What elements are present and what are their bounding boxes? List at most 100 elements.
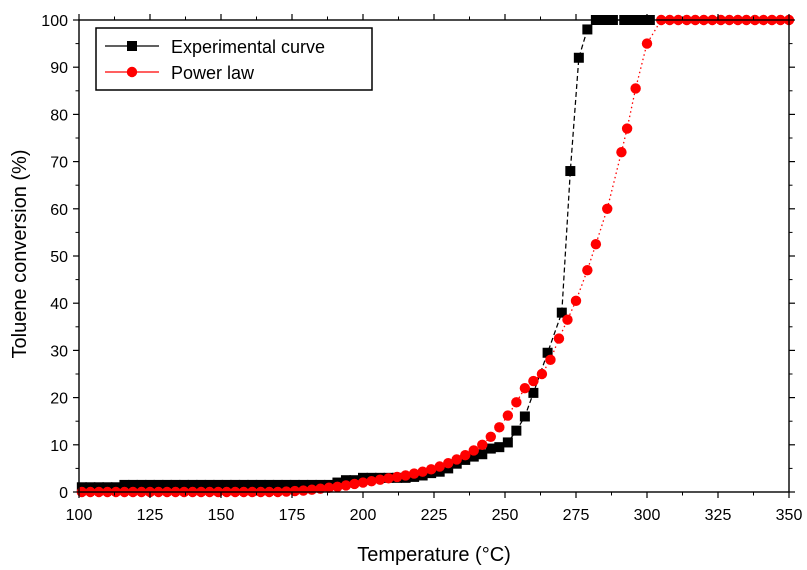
y-tick-label: 30: [50, 343, 68, 360]
power-law-point: [425, 464, 437, 475]
x-tick-label: 175: [279, 507, 306, 524]
power-law-point: [570, 295, 582, 307]
power-law-point: [391, 471, 403, 483]
power-law-point: [468, 445, 479, 456]
experimental-point: [582, 24, 593, 35]
legend-box: [95, 27, 373, 91]
experimental-point: [136, 479, 147, 490]
experimental-point: [119, 479, 130, 490]
power-law-point: [451, 454, 462, 465]
power-law-point: [621, 123, 633, 134]
experimental-point: [468, 451, 479, 462]
y-tick-label: 70: [50, 155, 68, 172]
power-law-point: [511, 397, 522, 408]
power-law-point: [602, 203, 613, 214]
power-law-point: [616, 146, 627, 158]
experimental-point: [204, 479, 215, 490]
y-tick-label: 80: [50, 107, 68, 124]
legend-marker-experimental: [127, 41, 137, 51]
experimental-point: [179, 479, 190, 490]
experimental-point: [145, 479, 155, 490]
x-tick-label: 200: [350, 507, 377, 524]
experimental-point: [289, 479, 300, 490]
y-tick-label: 60: [50, 202, 68, 219]
legend-label-experimental: Experimental curve: [171, 37, 325, 57]
x-tick-label: 150: [208, 507, 235, 524]
power-law-point: [485, 431, 496, 442]
power-law-point: [630, 83, 641, 94]
experimental-point: [477, 449, 488, 460]
x-tick-label: 325: [705, 507, 732, 524]
y-tick-label: 50: [50, 249, 68, 266]
power-law-point: [562, 314, 573, 325]
x-tick-label: 275: [563, 507, 590, 524]
legend: Experimental curve Power law: [95, 27, 373, 91]
power-law-point: [357, 477, 369, 488]
power-law-point: [434, 461, 445, 472]
power-law-point: [528, 375, 539, 387]
power-law-point: [332, 481, 343, 493]
power-law-point: [536, 368, 548, 380]
experimental-point: [556, 307, 567, 318]
experimental-point: [230, 479, 241, 490]
experimental-point: [528, 387, 539, 398]
y-tick-label: 20: [50, 391, 68, 408]
x-tick-label: 250: [492, 507, 519, 524]
x-tick-label: 350: [776, 507, 803, 524]
power-law-point: [553, 333, 565, 344]
power-law-point: [400, 470, 411, 481]
power-law-point: [494, 422, 505, 433]
y-tick-label: 10: [50, 438, 68, 455]
experimental-point: [127, 479, 138, 490]
power-law-point: [477, 439, 488, 450]
y-tick-label: 100: [41, 13, 68, 30]
power-law-point: [582, 264, 593, 276]
power-law-point: [349, 478, 360, 490]
power-law-point: [502, 410, 514, 421]
experimental-point: [153, 479, 164, 490]
y-tick-label: 90: [50, 60, 68, 77]
experimental-point: [565, 166, 576, 177]
experimental-point: [264, 479, 275, 490]
x-axis-title: Temperature (°C): [357, 544, 511, 566]
experimental-point: [170, 479, 181, 490]
power-law-point: [641, 38, 653, 49]
experimental-point: [247, 479, 258, 490]
power-law-point: [323, 482, 335, 493]
experimental-point: [511, 425, 522, 436]
x-tick-label: 125: [137, 507, 164, 524]
experimental-point: [494, 442, 505, 453]
power-law-point: [519, 382, 531, 394]
experimental-point: [298, 479, 309, 490]
power-law-point: [460, 449, 471, 461]
experimental-point: [196, 479, 207, 490]
axes-layer: 100 125 150 175 200 225 250 275 300 325 350 0 10 20 30…: [41, 13, 802, 524]
x-tick-label: 225: [421, 507, 448, 524]
y-tick-label: 0: [59, 485, 68, 502]
experimental-point: [162, 479, 173, 490]
experimental-point: [485, 443, 496, 454]
power-law-point: [545, 354, 556, 366]
experimental-point: [221, 479, 232, 490]
plot-layer: [76, 14, 795, 498]
plot-frame: [78, 19, 790, 493]
experimental-point: [272, 479, 283, 490]
power-law-point: [315, 483, 326, 494]
power-law-series-line: [81, 19, 789, 493]
legend-marker-power-law: [126, 66, 138, 78]
power-law-point: [408, 468, 420, 479]
legend-label-power-law: Power law: [171, 63, 255, 83]
experimental-point: [213, 479, 224, 490]
y-axis-title: Toluene conversion (%): [9, 150, 31, 359]
x-tick-label: 300: [634, 507, 661, 524]
power-law-point: [383, 473, 394, 484]
x-tick-label: 100: [66, 507, 93, 524]
power-law-point: [417, 466, 428, 477]
experimental-point: [573, 52, 584, 63]
y-tick-label: 40: [50, 296, 68, 313]
experimental-point: [519, 411, 530, 422]
power-law-point: [374, 474, 386, 485]
power-law-point: [298, 485, 309, 496]
